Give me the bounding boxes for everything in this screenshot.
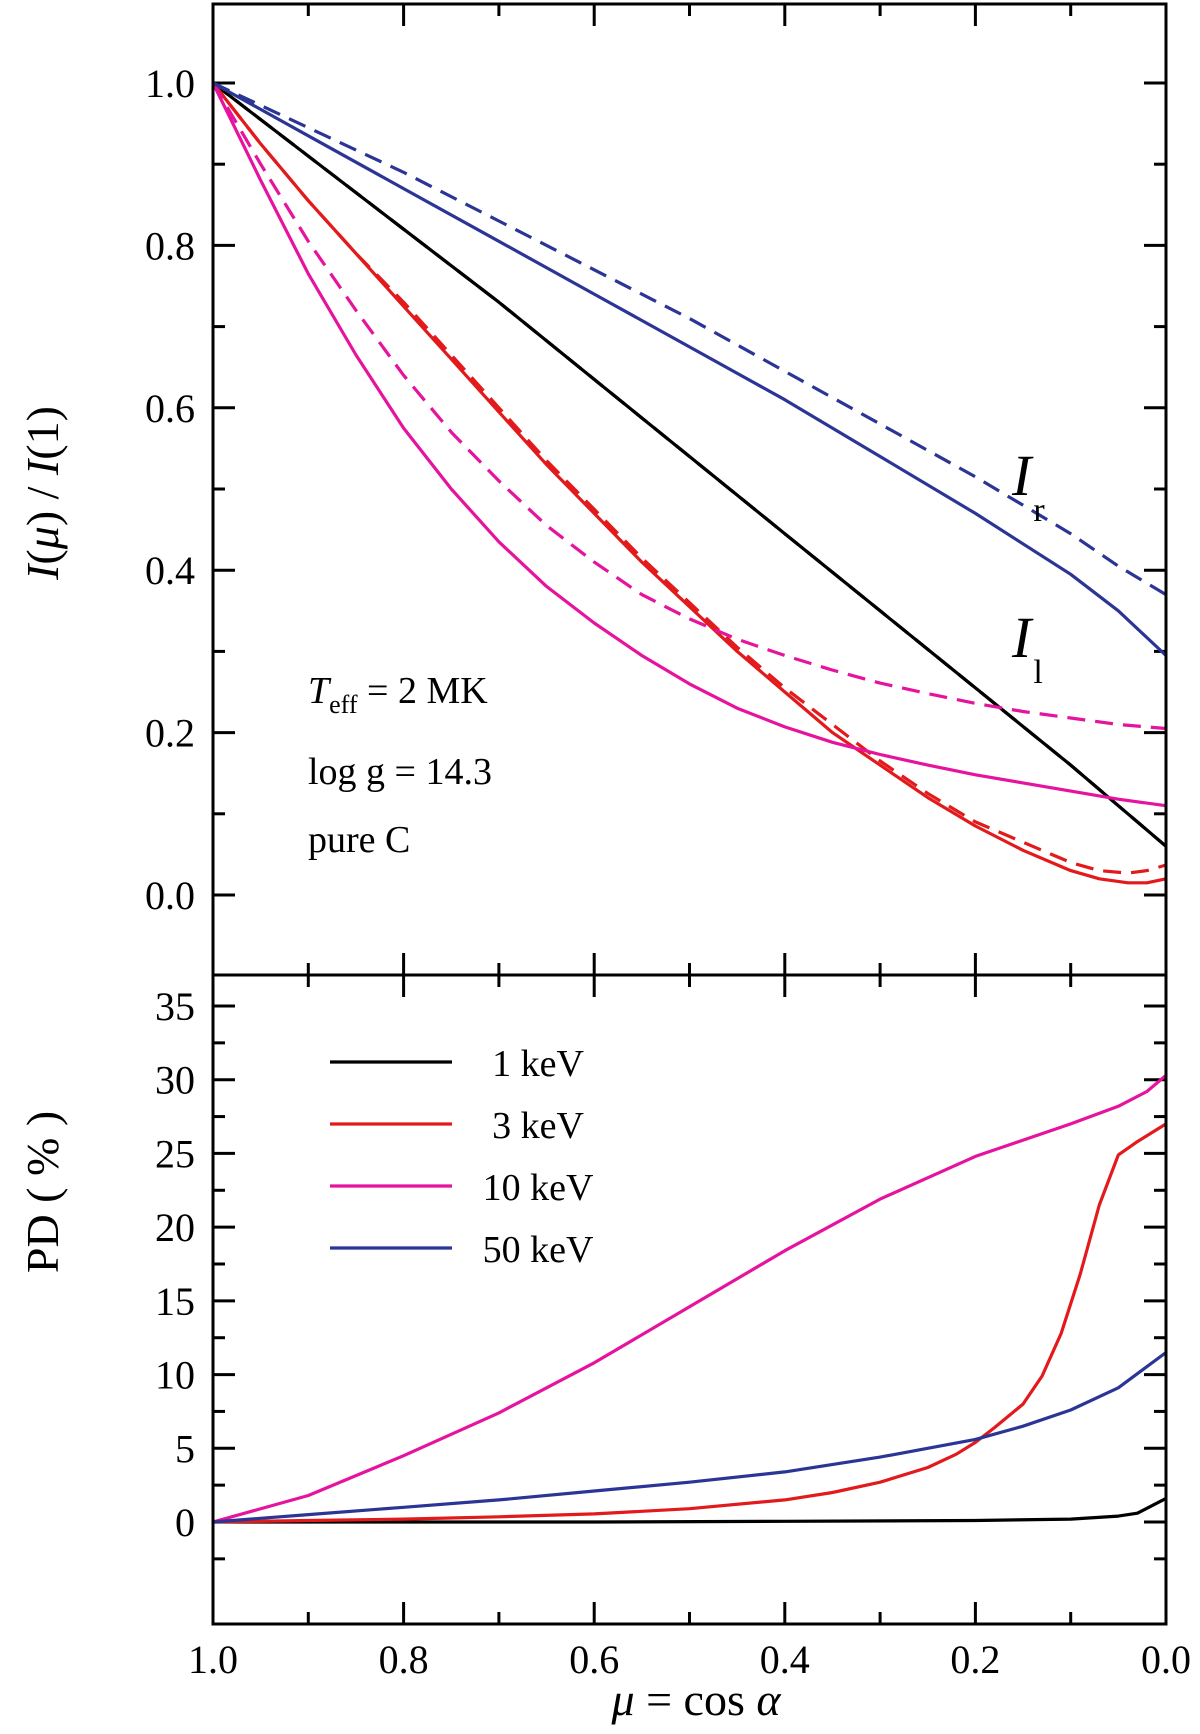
intensity-y-tick-labels: 0.0 0.2 0.4 0.6 0.8 1.0	[145, 61, 195, 918]
xlabel-mu: μ	[610, 1674, 634, 1725]
x-tick-labels: 1.0 0.8 0.6 0.4 0.2 0.0	[188, 1637, 1191, 1682]
ylabel-i-1: I	[17, 562, 68, 581]
x-tick-label: 0.4	[760, 1637, 810, 1682]
x-tick-label: 0.0	[1141, 1637, 1191, 1682]
polarization-mode-labels: Ir Il	[1011, 443, 1045, 691]
legend-label: 3 keV	[492, 1105, 584, 1147]
y-tick-label: 0.0	[145, 873, 195, 918]
curve-label-i-l: Il	[1011, 605, 1043, 691]
y-tick-label: 0.8	[145, 223, 195, 268]
y-tick-label: 0.6	[145, 386, 195, 431]
teff-value: = 2 MK	[358, 670, 489, 712]
curve-label-i-r: Ir	[1011, 443, 1045, 529]
x-tick-label: 0.2	[950, 1637, 1000, 1682]
pd-panel-frame	[211, 973, 1168, 1626]
series-line-10-kev-r	[211, 82, 1167, 731]
intensity-panel: 0.00.20.40.60.81.0 I(μ) / I(1) Teff = 2 …	[17, 2, 1168, 977]
pd-y-axis-label: PD ( % )	[17, 1111, 68, 1273]
ylabel-i-2: I	[17, 457, 68, 476]
polarization-degree-panel: 0 5 10 15 20 25 30 35 1.0 0.8 0.6 0.4 0.2 0.0 PD ( %…	[17, 973, 1191, 1725]
teff-symbol: T	[308, 670, 332, 712]
ylabel-one: (1)	[17, 406, 68, 460]
composition-line: pure C	[308, 819, 410, 861]
y-tick-label: 0	[175, 1500, 195, 1545]
y-tick-label: 5	[175, 1426, 195, 1471]
y-tick-label: 25	[155, 1131, 195, 1176]
log-g-line: log g = 14.3	[308, 751, 492, 793]
x-axis-label: μ = cos α	[610, 1674, 781, 1725]
ylabel-paren-open: (	[17, 549, 68, 564]
series-line-50-kev-l	[212, 81, 1168, 657]
y-tick-label: 30	[155, 1058, 195, 1103]
pd-curves	[212, 1074, 1168, 1524]
series-line-1-kev-r	[212, 81, 1168, 848]
series-line-10-kev-l	[211, 82, 1167, 808]
intensity-curves	[211, 81, 1168, 885]
series-line-50-kev-r	[212, 81, 1167, 596]
x-tick-label: 0.6	[569, 1637, 619, 1682]
series-line-10-kev	[212, 1074, 1168, 1524]
intensity-y-axis-label: I(μ) / I(1)	[17, 406, 68, 581]
pd-ticks	[211, 975, 1168, 1624]
xlabel-alpha: α	[756, 1674, 781, 1725]
y-tick-label: 0.4	[145, 548, 195, 593]
y-tick-label: 15	[155, 1279, 195, 1324]
ylabel-paren-close: ) /	[17, 475, 68, 526]
x-tick-label: 1.0	[188, 1637, 238, 1682]
legend: 1 keV 3 keV 10 keV 50 keV	[330, 1043, 594, 1271]
intensity-ticks	[211, 4, 1168, 975]
ylabel-mu: μ	[17, 526, 68, 550]
series-line-1-kev	[213, 1496, 1167, 1524]
pd-y-tick-labels: 0 5 10 15 20 25 30 35	[155, 984, 195, 1545]
legend-label: 1 keV	[492, 1043, 584, 1085]
y-tick-label: 0.2	[145, 711, 195, 756]
model-parameters-annotation: Teff = 2 MK log g = 14.3 pure C	[308, 670, 492, 861]
y-tick-label: 35	[155, 984, 195, 1029]
y-tick-label: 10	[155, 1353, 195, 1398]
series-line-3-kev-r	[211, 82, 1167, 875]
series-line-3-kev-l	[211, 82, 1167, 885]
xlabel-cos: = cos	[635, 1674, 757, 1725]
teff-line: Teff = 2 MK	[308, 670, 488, 719]
y-tick-label: 1.0	[145, 61, 195, 106]
teff-subscript: eff	[329, 690, 358, 719]
y-tick-label: 20	[155, 1205, 195, 1250]
x-tick-label: 0.8	[379, 1637, 429, 1682]
series-line-3-kev	[212, 1122, 1167, 1524]
legend-label: 10 keV	[483, 1167, 594, 1209]
series-line-50-kev	[212, 1351, 1167, 1524]
legend-label: 50 keV	[483, 1229, 594, 1271]
